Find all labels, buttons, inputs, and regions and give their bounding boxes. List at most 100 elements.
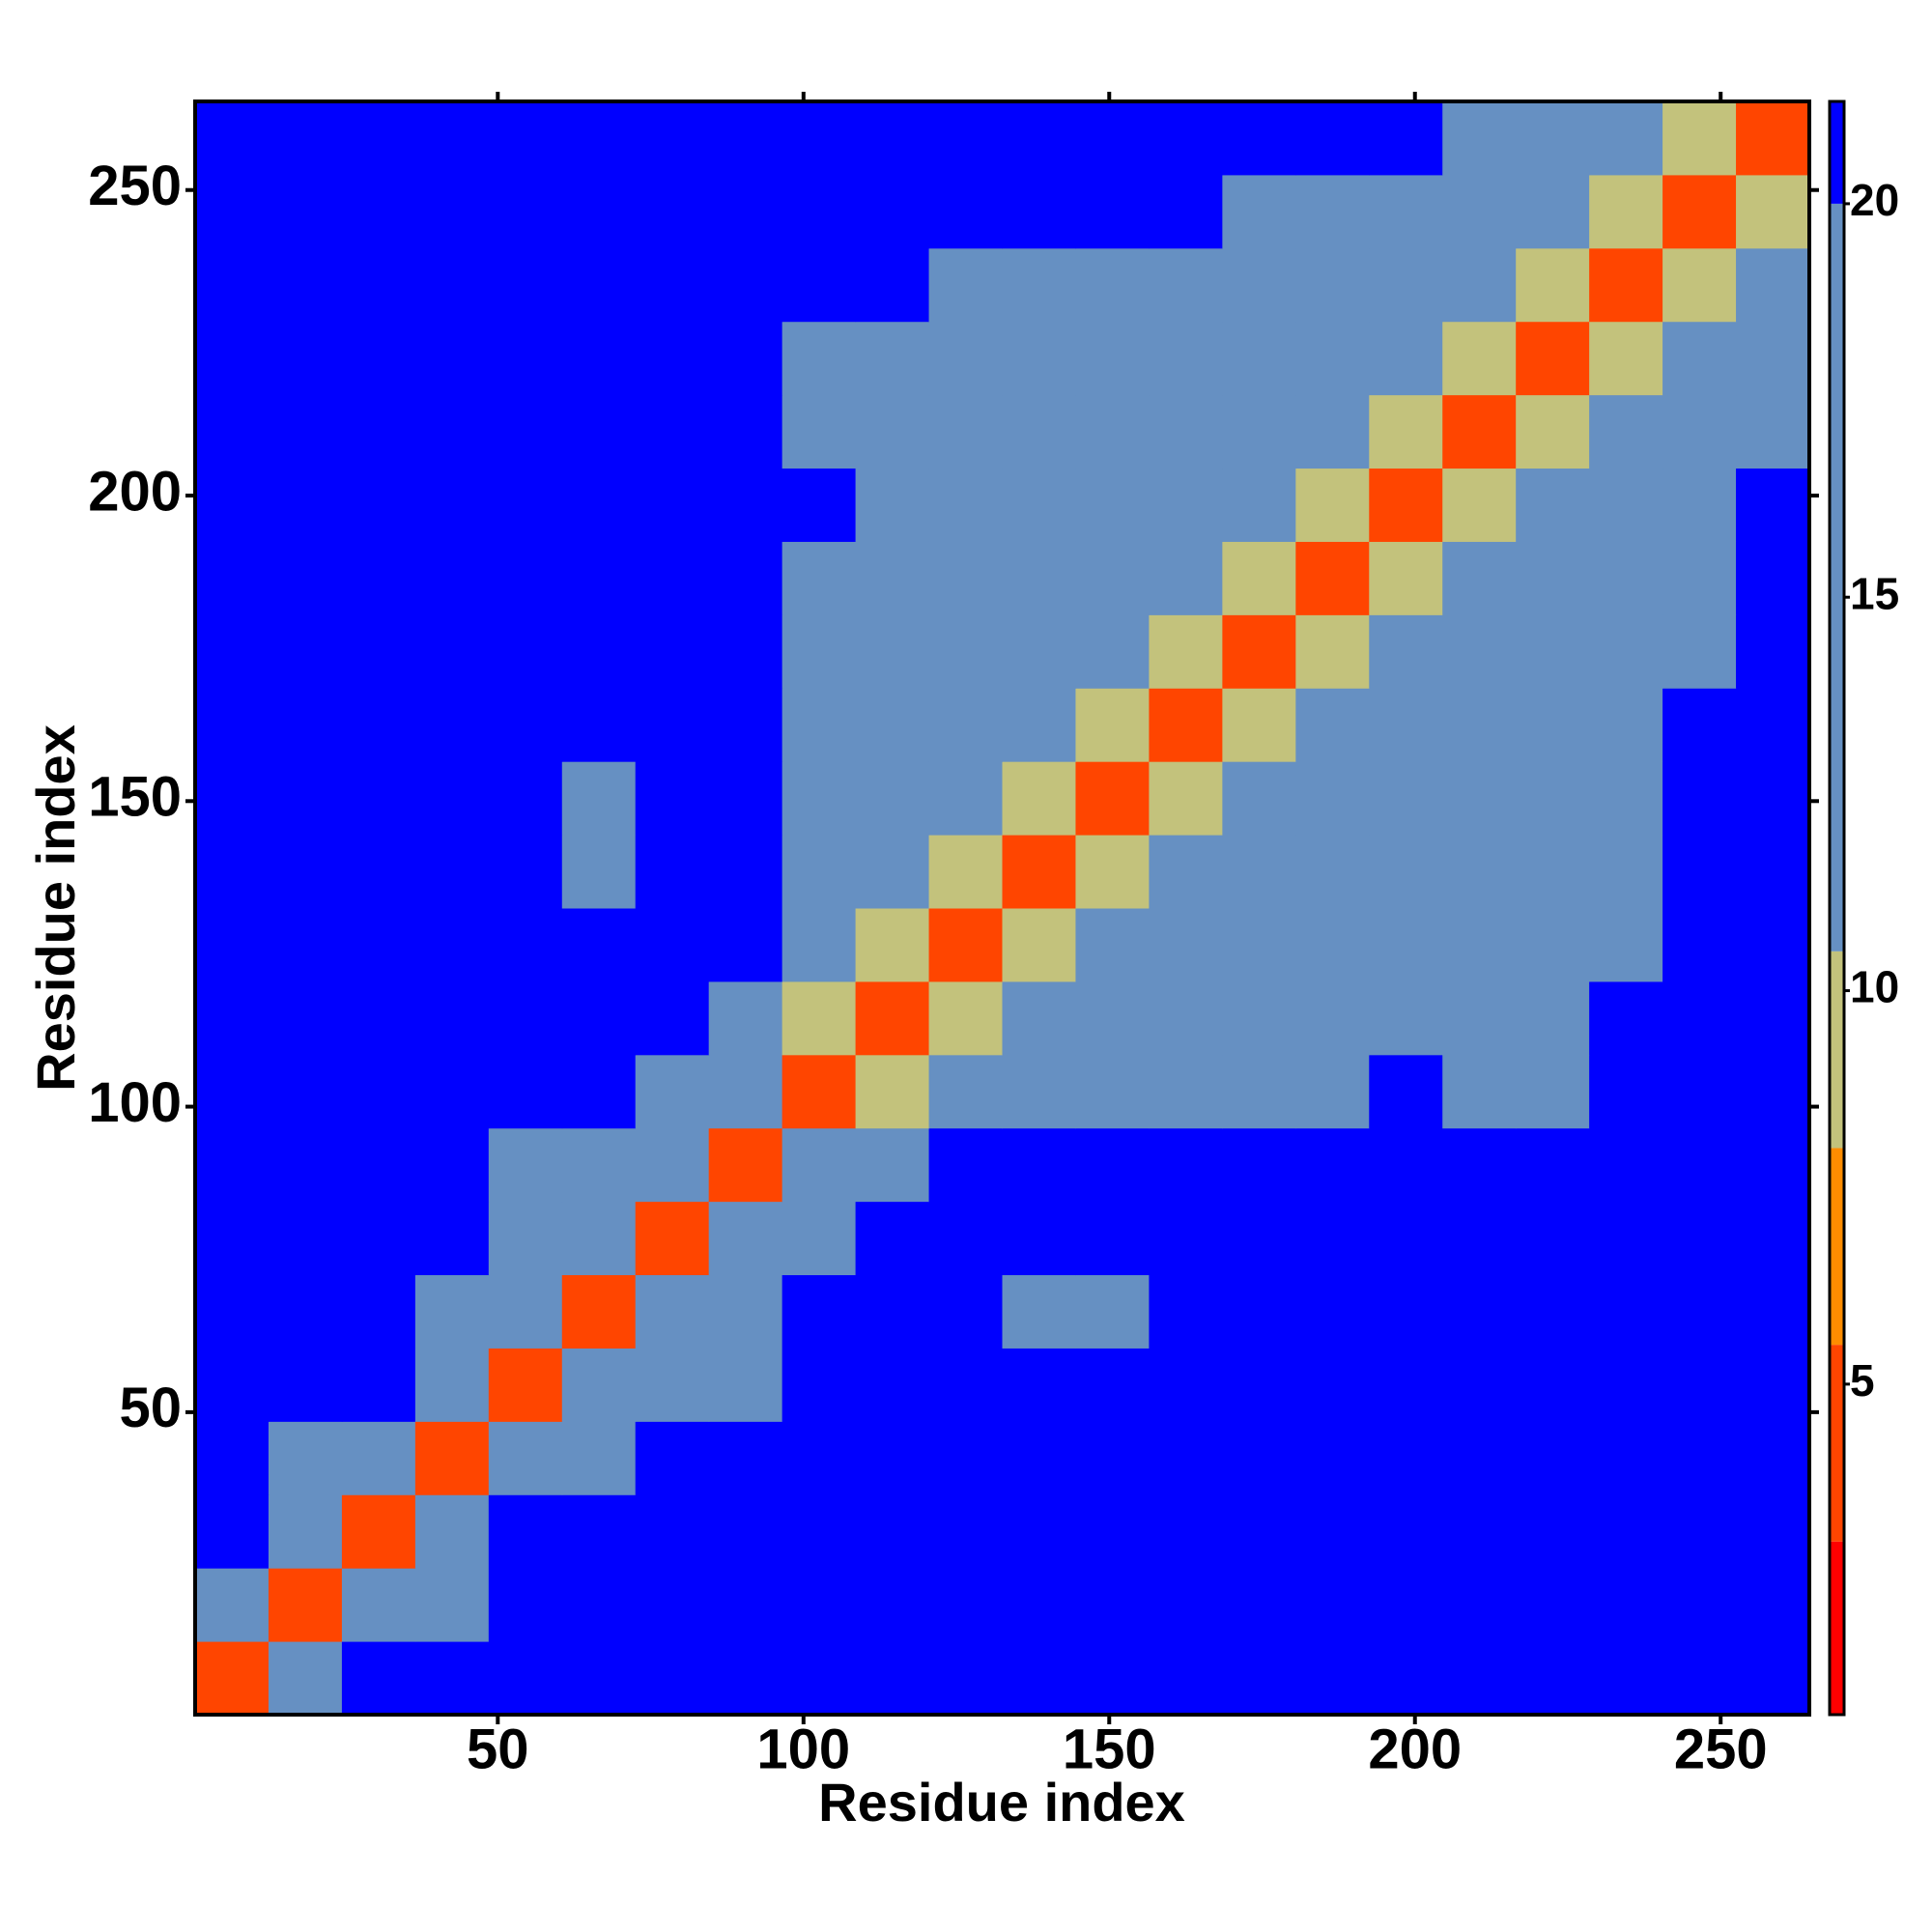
- heatmap-cell: [1662, 688, 1737, 762]
- heatmap-cell: [1369, 980, 1443, 1056]
- heatmap-cell: [1222, 1348, 1296, 1422]
- heatmap-cell: [1516, 614, 1590, 689]
- heatmap-cell: [1075, 1494, 1150, 1569]
- heatmap-cell: [1075, 1348, 1150, 1422]
- heatmap-cell: [1516, 908, 1590, 982]
- heatmap-cell: [928, 1641, 1003, 1715]
- heatmap-cell: [1369, 908, 1443, 982]
- y-tick-label: 150: [88, 766, 182, 829]
- heatmap-cell: [855, 247, 930, 323]
- heatmap-cell: [488, 980, 563, 1056]
- heatmap-cell: [1662, 101, 1737, 176]
- heatmap-cell: [414, 1201, 490, 1276]
- heatmap-cell: [195, 1201, 270, 1276]
- heatmap-cell: [1736, 541, 1809, 615]
- heatmap-cell: [708, 468, 783, 542]
- colorbar-segment: [1830, 951, 1844, 1149]
- heatmap-cell: [341, 541, 416, 615]
- heatmap-cell: [341, 1641, 416, 1715]
- heatmap-cell: [1442, 468, 1517, 542]
- heatmap-cell: [1589, 174, 1663, 249]
- heatmap-cell: [1222, 761, 1296, 836]
- heatmap-cell: [1295, 1054, 1370, 1129]
- heatmap-cell: [855, 1054, 930, 1129]
- heatmap-cell: [635, 1127, 710, 1203]
- heatmap-cell: [195, 321, 270, 396]
- heatmap-cell: [1295, 468, 1370, 542]
- heatmap-cell: [1075, 101, 1150, 176]
- heatmap-cell: [1662, 835, 1737, 909]
- heatmap-cell: [195, 541, 270, 615]
- heatmap-cell: [1589, 1421, 1663, 1495]
- heatmap: [195, 101, 1809, 1715]
- heatmap-cell: [488, 468, 563, 542]
- heatmap-cell: [414, 247, 490, 323]
- heatmap-cell: [195, 247, 270, 323]
- heatmap-cell: [195, 980, 270, 1056]
- heatmap-cell: [341, 1568, 416, 1642]
- heatmap-cell: [1589, 247, 1663, 323]
- heatmap-cell: [1075, 247, 1150, 323]
- heatmap-cell: [928, 761, 1003, 836]
- heatmap-cell: [708, 1201, 783, 1276]
- heatmap-cell: [561, 908, 637, 982]
- heatmap-cell: [635, 761, 710, 836]
- heatmap-cell: [1002, 1568, 1076, 1642]
- heatmap-cell: [488, 174, 563, 249]
- heatmap-cell: [708, 541, 783, 615]
- heatmap-cell: [488, 321, 563, 396]
- heatmap-cell: [1442, 1274, 1517, 1349]
- heatmap-cell: [635, 1641, 710, 1715]
- heatmap-cell: [1075, 1568, 1150, 1642]
- heatmap-cell: [1662, 1348, 1737, 1422]
- heatmap-cell: [1002, 1201, 1076, 1276]
- heatmap-cell: [1516, 1641, 1590, 1715]
- heatmap-cell: [635, 174, 710, 249]
- heatmap-cell: [928, 541, 1003, 615]
- heatmap-cell: [1002, 688, 1076, 762]
- heatmap-cell: [488, 614, 563, 689]
- heatmap-cell: [1222, 468, 1296, 542]
- heatmap-cell: [1589, 1201, 1663, 1276]
- heatmap-cell: [1516, 541, 1590, 615]
- heatmap-cell: [1589, 835, 1663, 909]
- heatmap-cell: [1516, 835, 1590, 909]
- heatmap-cell: [1222, 541, 1296, 615]
- heatmap-cell: [561, 761, 637, 836]
- heatmap-cell: [268, 908, 343, 982]
- heatmap-cell: [1516, 1568, 1590, 1642]
- heatmap-cell: [1075, 1127, 1150, 1203]
- heatmap-cell: [1369, 1641, 1443, 1715]
- heatmap-cell: [1002, 1054, 1076, 1129]
- heatmap-cell: [855, 614, 930, 689]
- heatmap-cell: [1369, 247, 1443, 323]
- heatmap-cell: [635, 1348, 710, 1422]
- heatmap-cell: [414, 394, 490, 469]
- heatmap-cell: [1002, 908, 1076, 982]
- heatmap-cell: [928, 1494, 1003, 1569]
- heatmap-cell: [1662, 1201, 1737, 1276]
- heatmap-cell: [781, 1201, 857, 1276]
- heatmap-cell: [1149, 394, 1223, 469]
- heatmap-cell: [1295, 174, 1370, 249]
- heatmap-cell: [268, 541, 343, 615]
- heatmap-cell: [855, 1201, 930, 1276]
- heatmap-cell: [1442, 761, 1517, 836]
- heatmap-cell: [1736, 101, 1809, 176]
- heatmap-cell: [1662, 1641, 1737, 1715]
- heatmap-cell: [928, 908, 1003, 982]
- heatmap-cell: [1662, 1054, 1737, 1129]
- heatmap-cell: [268, 980, 343, 1056]
- heatmap-cell: [1149, 1054, 1223, 1129]
- heatmap-cell: [708, 614, 783, 689]
- heatmap-cell: [1736, 908, 1809, 982]
- heatmap-cell: [1075, 394, 1150, 469]
- heatmap-cell: [1075, 980, 1150, 1056]
- heatmap-cell: [1149, 614, 1223, 689]
- heatmap-cell: [1516, 1494, 1590, 1569]
- heatmap-cell: [1149, 1201, 1223, 1276]
- heatmap-cell: [1295, 688, 1370, 762]
- heatmap-cell: [414, 1054, 490, 1129]
- heatmap-cell: [1075, 468, 1150, 542]
- heatmap-cell: [1369, 1127, 1443, 1203]
